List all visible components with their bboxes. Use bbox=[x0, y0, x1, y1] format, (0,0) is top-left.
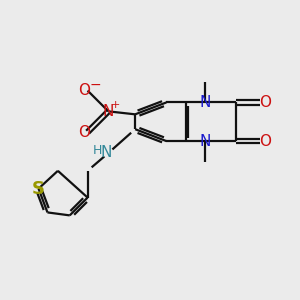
Text: N: N bbox=[199, 134, 211, 148]
Text: O: O bbox=[259, 134, 271, 148]
Text: N: N bbox=[103, 104, 114, 119]
Text: O: O bbox=[79, 125, 91, 140]
Text: S: S bbox=[32, 180, 45, 198]
Text: −: − bbox=[89, 78, 101, 92]
Text: N: N bbox=[100, 146, 112, 160]
Text: O: O bbox=[259, 95, 271, 110]
Text: O: O bbox=[79, 83, 91, 98]
Text: H: H bbox=[92, 144, 102, 157]
Text: N: N bbox=[199, 95, 211, 110]
Text: +: + bbox=[111, 100, 121, 110]
